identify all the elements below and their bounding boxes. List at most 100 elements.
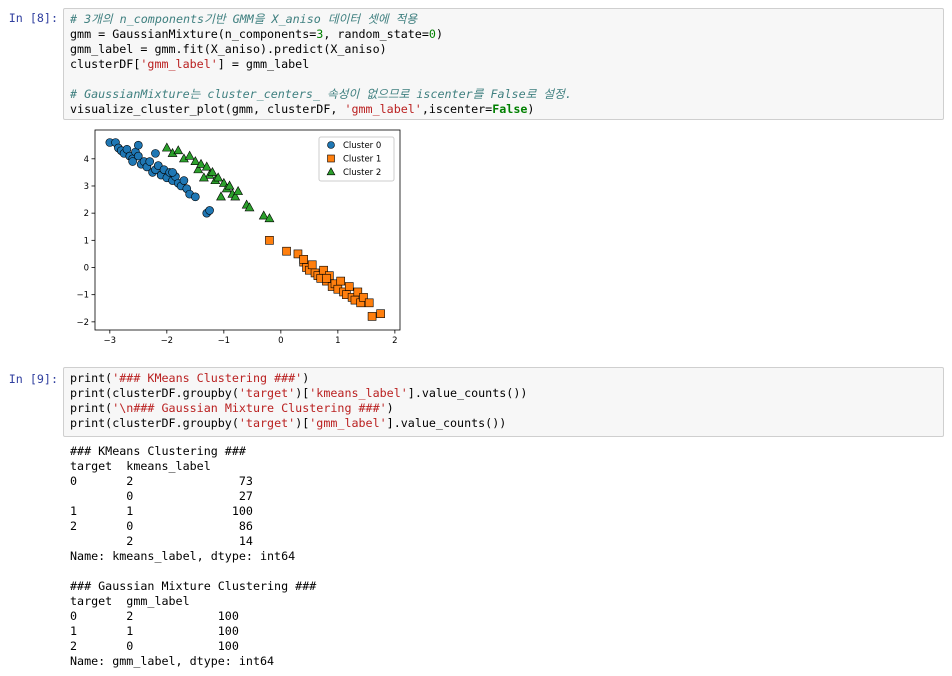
y-tick-label: −2	[76, 318, 89, 328]
point	[193, 164, 204, 174]
line-block: # 3개의 n_components기반 GMM을 X_aniso 데이터 셋에…	[70, 12, 943, 72]
legend-box	[318, 136, 395, 182]
code-cell[interactable]: print('### KMeans Clustering ###') print(…	[63, 367, 944, 437]
point	[364, 298, 374, 308]
token: 'target'	[238, 386, 296, 400]
code-line: gmm_label = gmm.fit(X_aniso).predict(X_a…	[70, 42, 387, 56]
line-block: ### KMeans Clustering ### target kmeans_l…	[70, 444, 316, 564]
legend-label: Cluster 0	[343, 141, 381, 151]
output-line: 0 27	[70, 489, 253, 503]
point	[353, 287, 363, 297]
point	[205, 206, 214, 215]
output-line: ### Gaussian Mixture Clustering ###	[70, 579, 317, 593]
point	[376, 309, 385, 318]
y-tick-label: 4	[84, 155, 89, 165]
point	[198, 172, 209, 182]
line-block: ### Gaussian Mixture Clustering ### targe…	[70, 579, 316, 669]
point	[173, 145, 184, 155]
token: 'gmm_label'	[344, 102, 422, 116]
legend-marker	[327, 141, 335, 149]
x-tick-label: −2	[161, 336, 174, 346]
token: 'gmm_label'	[140, 57, 218, 71]
point	[244, 202, 255, 212]
point	[307, 260, 317, 270]
y-tick-label: −1	[76, 291, 89, 301]
point	[151, 149, 160, 158]
output-line: 2 0 100	[70, 639, 239, 653]
point	[168, 168, 177, 177]
output-line: Name: gmm_label, dtype: int64	[70, 654, 275, 668]
token: False	[492, 102, 528, 116]
point	[179, 176, 189, 185]
point	[213, 172, 224, 182]
output-line: target kmeans_label	[70, 459, 211, 473]
code-line: print(clusterDF.groupby('target')['kmean…	[70, 386, 528, 400]
cell-prompt: In [8]:	[8, 11, 58, 25]
token: 0	[428, 27, 436, 41]
point	[207, 166, 218, 176]
code-line: gmm = GaussianMixture(n_components=3, ra…	[70, 27, 443, 41]
x-tick-label: −3	[104, 336, 117, 346]
x-tick-label: 1	[335, 336, 340, 346]
output-line: target gmm_label	[70, 594, 190, 608]
point	[264, 213, 275, 223]
point	[134, 151, 143, 161]
code-line: print('### KMeans Clustering ###')	[70, 371, 310, 385]
point	[299, 255, 308, 264]
x-tick-label: 0	[278, 336, 283, 346]
output-line: 2 14	[70, 534, 253, 548]
point	[367, 312, 377, 321]
code-line: print(clusterDF.groupby('target')['gmm_l…	[70, 416, 507, 430]
line-block: # GaussianMixture는 cluster_centers_ 속성이 …	[70, 87, 943, 117]
code-cell[interactable]: # 3개의 n_components기반 GMM을 X_aniso 데이터 셋에…	[63, 8, 944, 120]
point	[201, 161, 212, 171]
code-line: visualize_cluster_plot(gmm, clusterDF, '…	[70, 102, 535, 116]
point	[216, 191, 226, 201]
point	[258, 210, 269, 220]
legend-label: Cluster 2	[343, 168, 381, 178]
point	[230, 191, 241, 201]
output-line: 0 2 73	[70, 474, 253, 488]
token: '\n### Gaussian Mixture Clustering ###'	[112, 401, 387, 415]
legend-label: Cluster 1	[343, 155, 381, 165]
point	[134, 140, 143, 150]
y-tick-label: 3	[84, 182, 89, 192]
point	[145, 157, 155, 166]
y-tick-label: 0	[84, 264, 89, 274]
cell-prompt: In [9]:	[8, 372, 58, 386]
point	[344, 282, 354, 291]
output-line: 0 2 100	[70, 609, 239, 623]
token: '### KMeans Clustering ###'	[112, 371, 303, 385]
y-tick-label: 2	[84, 209, 89, 219]
scatter-plot: −3 −2 −1 0 1 2 −2 −1 0 1 2 3 4 Cluster 0 Cluster 1 Clus…	[76, 129, 401, 346]
output-line: 1 1 100	[70, 504, 253, 518]
point	[128, 157, 137, 166]
output-line: 2 0 86	[70, 519, 253, 533]
token: 'kmeans_label'	[309, 386, 408, 400]
code-line: print('\n### Gaussian Mixture Clustering…	[70, 401, 394, 415]
output-line: 1 1 100	[70, 624, 239, 638]
code-line: # GaussianMixture는 cluster_centers_ 속성이 …	[70, 87, 572, 101]
legend-marker	[327, 154, 335, 163]
output-line: Name: kmeans_label, dtype: int64	[70, 549, 296, 563]
legend-marker	[326, 167, 336, 176]
x-tick-label: 2	[392, 336, 397, 346]
point	[336, 276, 346, 286]
y-tick-label: 1	[84, 236, 89, 246]
point	[265, 236, 274, 245]
token: 'target'	[238, 416, 296, 430]
point	[224, 180, 235, 190]
point	[196, 158, 206, 168]
token: 'gmm_label'	[309, 416, 387, 430]
line-block: print('### KMeans Clustering ###') print(…	[70, 371, 943, 431]
token: 3	[316, 27, 324, 41]
point	[191, 192, 200, 202]
point	[190, 156, 201, 166]
code-line: # 3개의 n_components기반 GMM을 X_aniso 데이터 셋에…	[70, 12, 418, 26]
x-tick-label: −1	[218, 336, 231, 346]
point	[161, 142, 172, 152]
point	[282, 246, 291, 256]
cell-output: ### KMeans Clustering ### target kmeans_l…	[70, 444, 316, 669]
point	[184, 150, 195, 160]
point	[359, 293, 368, 302]
